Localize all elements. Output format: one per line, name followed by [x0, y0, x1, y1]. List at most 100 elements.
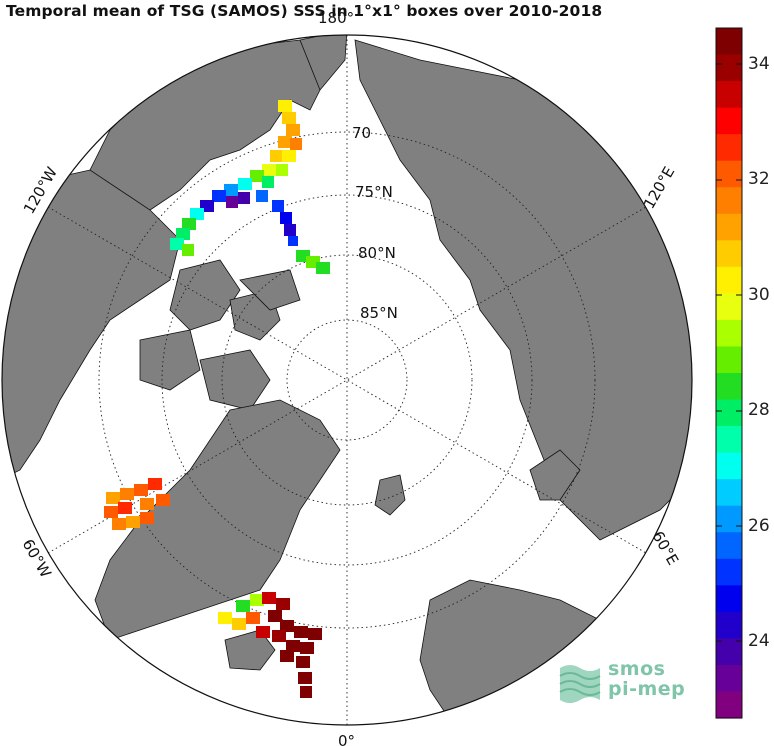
colorbar-segment [716, 532, 742, 560]
colorbar-segment [716, 346, 742, 374]
colorbar-segment [716, 266, 742, 294]
sss-cell [298, 672, 312, 684]
sss-cell [118, 502, 132, 514]
colorbar-segment [716, 664, 742, 693]
sss-cell [280, 650, 294, 662]
sss-cell [286, 124, 300, 136]
logo-wave-icon [559, 665, 601, 703]
sss-cell [190, 208, 204, 220]
logo-text-pimep: pi-mep [608, 678, 686, 700]
sss-cell [276, 164, 288, 176]
sss-cell [250, 170, 264, 182]
colorbar-segment [716, 187, 742, 215]
colorbar-tick-label: 34 [748, 54, 770, 74]
sss-cell [284, 224, 296, 236]
sss-cell [238, 178, 252, 190]
sss-cell [250, 594, 264, 606]
lon-label-0: 0° [338, 732, 355, 746]
sss-cell [288, 236, 298, 246]
sss-cell [282, 150, 296, 162]
sss-cell [262, 164, 276, 176]
sss-cell [246, 612, 260, 624]
sss-cell [120, 488, 134, 500]
sss-cell [296, 656, 310, 668]
sss-cell [232, 618, 246, 630]
sss-cell [262, 592, 276, 604]
sss-cell [286, 640, 300, 652]
colorbar-segment [716, 691, 742, 719]
sss-cell [290, 138, 302, 150]
sss-cell [218, 612, 232, 624]
sss-cells [104, 100, 330, 698]
sss-cell [176, 228, 190, 240]
lat-label-80: 80°N [358, 244, 396, 262]
sss-cell [276, 598, 290, 610]
sss-cell [316, 262, 330, 274]
sss-cell [212, 190, 226, 202]
sss-cell [280, 212, 292, 224]
colorbar-segment [716, 81, 742, 109]
colorbar-segment [716, 452, 742, 480]
colorbar-segment [716, 28, 742, 56]
colorbar-segment [716, 319, 742, 348]
colorbar-segment [716, 505, 742, 533]
land [2, 35, 692, 725]
colorbar-segment [716, 611, 742, 639]
sss-cell [140, 512, 154, 524]
lon-label-180: 180° [318, 9, 354, 27]
colorbar-segment [716, 638, 742, 666]
sss-cell [104, 506, 118, 518]
sss-cell [134, 484, 148, 496]
sss-cell [224, 184, 238, 196]
sss-cell [256, 190, 268, 202]
sss-cell [182, 244, 194, 256]
colorbar-ticks [716, 63, 742, 642]
colorbar-segment [716, 479, 742, 507]
sss-cell [148, 478, 162, 490]
figure-title: Temporal mean of TSG (SAMOS) SSS in 1°x1… [6, 2, 603, 20]
lat-label-70: 70 [352, 124, 371, 142]
colorbar-segment [716, 54, 742, 82]
lon-label-60e: 60°E [649, 528, 683, 568]
colorbar [716, 28, 742, 719]
sss-cell [270, 150, 284, 162]
sss-cell [272, 630, 286, 642]
colorbar-segment [716, 107, 742, 135]
sss-cell [278, 136, 292, 148]
sss-cell [308, 628, 322, 640]
sss-cell [262, 176, 274, 188]
sss-cell [170, 238, 184, 250]
colorbar-segment [716, 134, 742, 162]
sss-cell [256, 626, 270, 638]
colorbar-tick-label: 26 [748, 516, 770, 536]
colorbar-tick-label: 32 [748, 169, 770, 189]
sss-cell [126, 516, 140, 528]
lat-label-75: 75°N [355, 183, 393, 201]
sss-cell [300, 686, 312, 698]
colorbar-segment [716, 240, 742, 268]
sss-cell [272, 200, 284, 212]
sss-cell [300, 642, 314, 654]
sss-cell [278, 100, 292, 112]
logo-text-smos: smos [608, 658, 666, 680]
sss-cell [268, 610, 282, 622]
smos-pimep-logo: smos pi-mep [558, 658, 688, 706]
sss-cell [156, 494, 170, 506]
map-border [1, 34, 693, 726]
sss-cell [112, 518, 126, 530]
graticule [47, 35, 647, 725]
colorbar-tick-label: 24 [748, 631, 770, 651]
lon-label-120e: 120°E [640, 164, 678, 212]
sss-cell [236, 600, 250, 612]
colorbar-segment [716, 160, 742, 188]
colorbar-segment [716, 399, 742, 427]
colorbar-segment [716, 426, 742, 454]
sss-cell [294, 626, 308, 638]
sss-cell [282, 112, 296, 124]
lat-label-85: 85°N [360, 304, 398, 322]
colorbar-segment [716, 213, 742, 241]
colorbar-tick-label: 28 [748, 400, 770, 420]
